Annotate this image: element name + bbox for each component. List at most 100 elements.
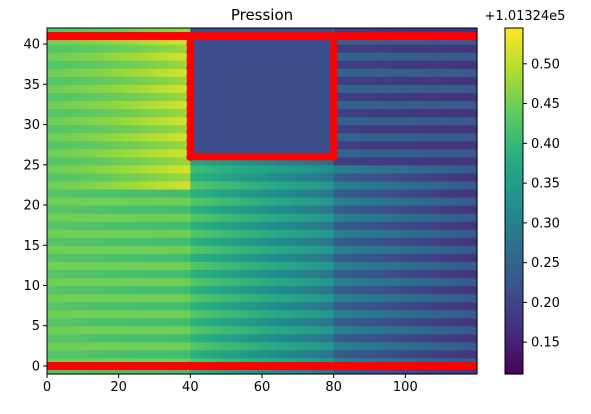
heatmap-cell [405,100,414,110]
heatmap-cell [168,108,177,118]
heatmap-cell [133,365,141,375]
heatmap-cell [247,205,256,214]
heatmap-cell [161,293,170,303]
heatmap-cell [68,124,77,134]
colorbar-segment [505,221,523,225]
heatmap-cell [419,237,428,246]
heatmap-cell [90,180,98,190]
heatmap-cell [333,341,342,351]
heatmap-cell [448,132,457,142]
heatmap-cell [405,221,414,230]
heatmap-cell [147,36,156,45]
heatmap-cell [240,341,249,351]
wall-marker [329,112,338,121]
heatmap-cell [355,333,363,343]
heatmap-cell [383,253,392,262]
heatmap-cell [190,325,199,335]
heatmap-cell [448,229,457,238]
heatmap-cell [104,76,113,85]
heatmap-cell [47,365,55,375]
heatmap-cell [90,196,98,206]
heatmap-cell [319,213,328,222]
heatmap-cell [362,60,371,69]
heatmap-cell [348,116,356,126]
heatmap-cell [426,140,435,150]
heatmap-cell [254,301,263,311]
heatmap-cell [398,124,406,134]
heatmap-cell [233,309,242,319]
heatmap-cell [154,213,163,222]
heatmap-cell [54,229,62,238]
heatmap-cell [183,196,191,206]
heatmap-cell [97,333,105,343]
colorbar-segment [505,232,523,237]
heatmap-cell [426,253,435,262]
heatmap-cell [176,100,184,110]
heatmap-cell [455,100,464,110]
heatmap-cell [125,229,134,238]
heatmap-cell [154,349,163,359]
heatmap-cell [97,140,105,150]
heatmap-cell [254,253,263,262]
heatmap-cell [111,365,120,375]
colorbar-segment [505,365,523,369]
heatmap-cell [125,36,134,45]
heatmap-cell [326,229,335,238]
heatmap-cell [75,341,84,351]
heatmap-cell [262,221,270,230]
heatmap-cell [104,44,113,53]
heatmap-cell [305,269,313,279]
heatmap-cell [362,92,371,102]
heatmap-cell [161,309,170,319]
heatmap-cell [82,245,91,254]
heatmap-cell [469,349,478,359]
heatmap-cell [383,60,392,69]
heatmap-cell [419,124,428,134]
heatmap-cell [448,156,457,166]
heatmap-cell [61,44,70,53]
heatmap-cell [462,229,471,238]
heatmap-cell [161,349,170,359]
heatmap-cell [319,237,328,246]
heatmap-cell [104,180,113,190]
heatmap-cell [75,245,84,254]
heatmap-cell [376,188,385,198]
heatmap-cell [54,277,62,287]
heatmap-cell [305,188,313,198]
heatmap-cell [247,293,256,303]
heatmap-cell [262,180,270,190]
heatmap-cell [455,84,464,93]
wall-marker [329,64,338,73]
heatmap-cell [161,116,170,126]
heatmap-cell [233,245,242,254]
heatmap-cell [61,301,70,311]
heatmap-cell [97,349,105,359]
heatmap-cell [462,108,471,118]
heatmap-cell [355,44,363,53]
heatmap-cell [75,124,84,134]
heatmap-cell [211,237,220,246]
heatmap-cell [176,317,184,327]
heatmap-cell [469,261,478,270]
heatmap-cell [54,349,62,359]
heatmap-cell [326,309,335,319]
heatmap-cell [262,365,270,375]
heatmap-cell [348,253,356,262]
heatmap-cell [448,52,457,61]
heatmap-cell [333,333,342,343]
colorbar-segment [505,30,523,35]
heatmap-cell [312,277,320,287]
heatmap-cell [391,116,399,126]
heatmap-cell [82,116,91,126]
heatmap-cell [140,285,148,295]
heatmap-cell [398,180,406,190]
heatmap-cell [176,84,184,93]
heatmap-cell [383,100,392,110]
heatmap-cell [133,68,141,77]
heatmap-cell [312,333,320,343]
heatmap-cell [448,317,457,327]
heatmap-cell [190,285,199,295]
heatmap-cell [412,124,421,134]
heatmap-cell [376,108,385,118]
heatmap-cell [147,213,156,222]
